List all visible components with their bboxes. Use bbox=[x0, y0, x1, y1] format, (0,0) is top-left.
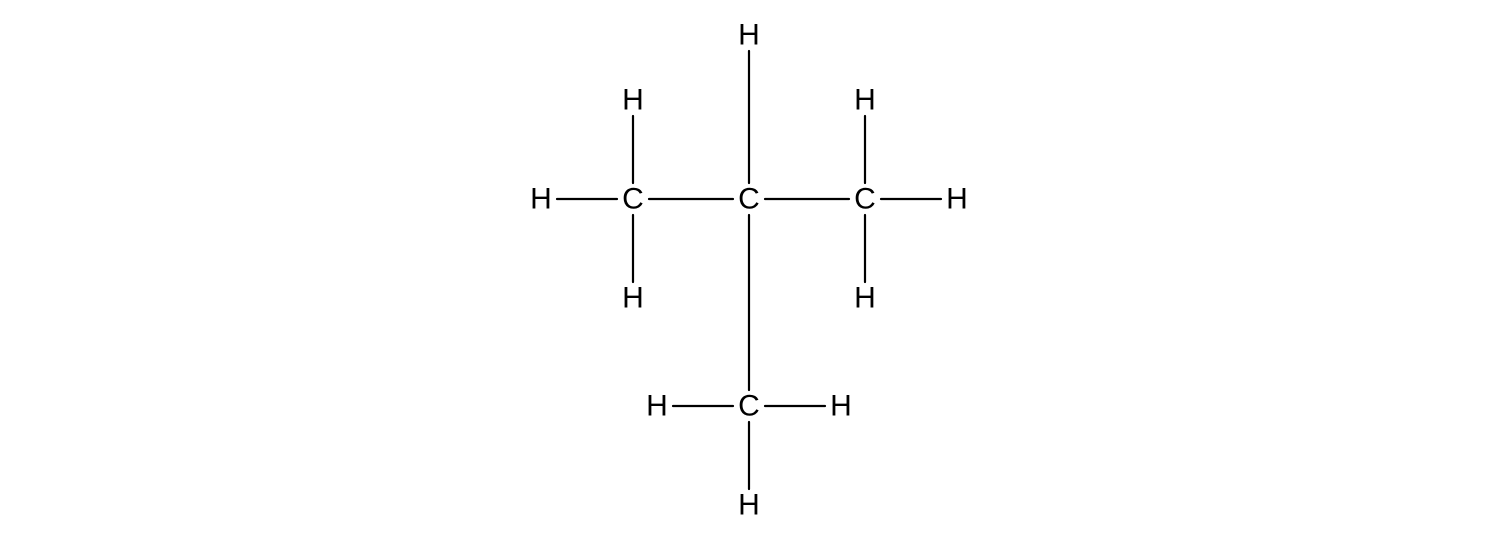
atom-label: H bbox=[830, 390, 852, 423]
atom-label: H bbox=[622, 84, 644, 117]
bonds-layer bbox=[557, 51, 941, 489]
atom-label: C bbox=[738, 390, 760, 423]
atom-label: H bbox=[738, 19, 760, 52]
atom-label: C bbox=[854, 183, 876, 216]
molecule-diagram: C C C C H H H H H H H H H H bbox=[0, 0, 1499, 550]
atom-label: H bbox=[854, 84, 876, 117]
atom-label: H bbox=[622, 282, 644, 315]
atom-label: H bbox=[738, 489, 760, 522]
atom-label: H bbox=[946, 183, 968, 216]
atom-label: H bbox=[530, 183, 552, 216]
atom-label: H bbox=[854, 282, 876, 315]
atom-label: H bbox=[646, 390, 668, 423]
atom-label: C bbox=[738, 183, 760, 216]
atom-label: C bbox=[622, 183, 644, 216]
